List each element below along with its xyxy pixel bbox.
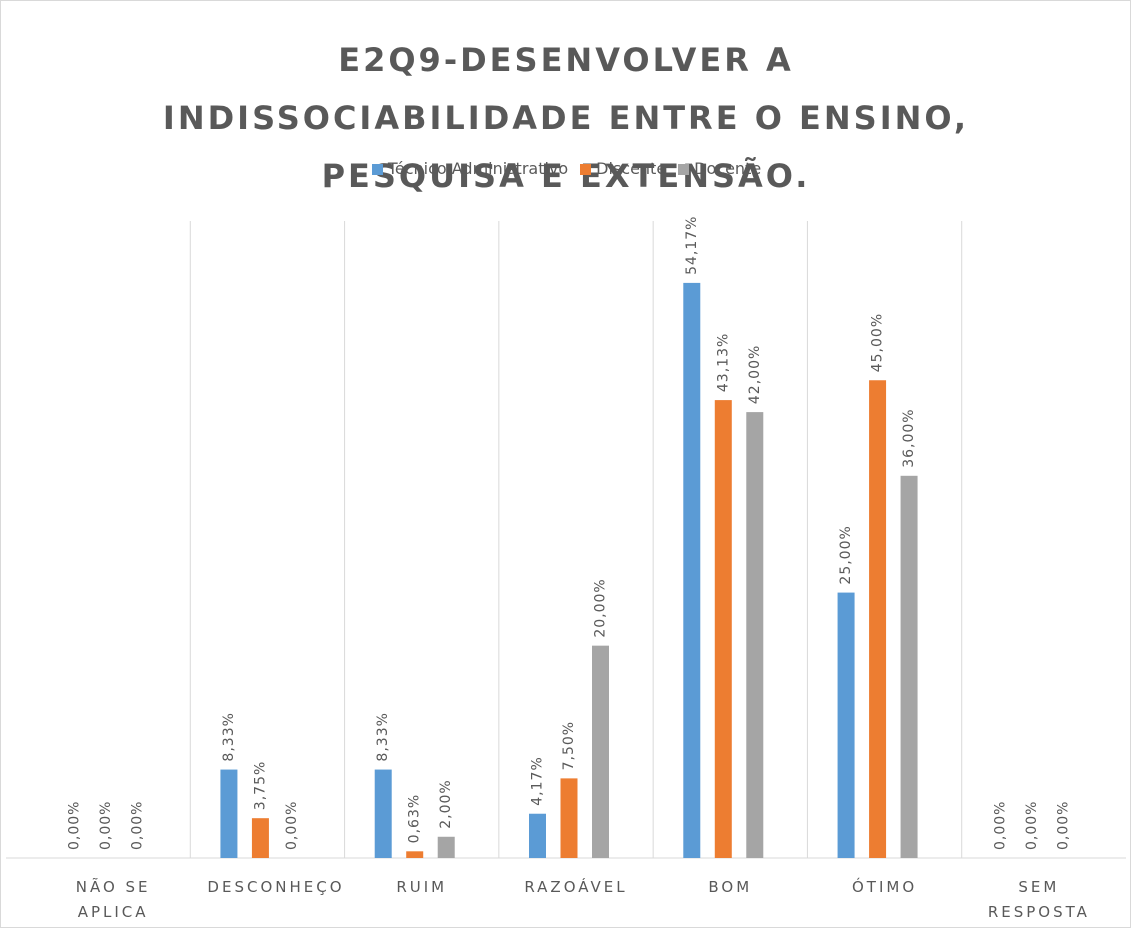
value-label: 45,00% [870, 313, 886, 372]
value-label: 54,17% [684, 216, 700, 275]
value-label: 0,00% [1024, 801, 1040, 850]
x-tick-label: NÃO SE APLICA [75, 878, 151, 921]
legend-item: Docente [678, 159, 761, 178]
value-label: 4,17% [530, 756, 546, 805]
bar [251, 818, 269, 858]
legend: Técnico Administrativo Discente Docente [1, 159, 1130, 178]
x-tick-label: ÓTIMO [851, 878, 918, 896]
x-tick-label: SEM RESPOSTA [987, 878, 1090, 921]
legend-item: Discente [580, 159, 666, 178]
x-tick-label: DESCONHEÇO [207, 878, 345, 896]
bar [837, 592, 855, 858]
value-label: 0,00% [992, 801, 1008, 850]
bar [746, 412, 764, 858]
bar [714, 400, 732, 858]
value-label: 43,13% [715, 333, 731, 392]
legend-swatch [580, 164, 592, 175]
x-tick-label: RAZOÁVEL [524, 878, 628, 896]
value-label: 8,33% [375, 712, 391, 761]
value-label: 0,00% [1055, 801, 1071, 850]
value-label: 25,00% [838, 525, 854, 584]
bar [406, 851, 424, 858]
value-label: 20,00% [593, 578, 609, 637]
bar [529, 813, 546, 858]
bar [220, 769, 238, 858]
x-tick-label: BOM [708, 878, 753, 896]
chart-title: E2Q9-DESENVOLVER A INDISSOCIABILIDADE EN… [162, 41, 970, 195]
value-label: 7,50% [561, 721, 577, 770]
value-label: 0,00% [67, 801, 83, 850]
x-tick-label: RUIM [396, 878, 448, 896]
legend-label: Discente [596, 159, 667, 178]
legend-label: Técnico Administrativo [387, 159, 569, 178]
bar [437, 836, 455, 858]
bar [683, 282, 701, 859]
bar [869, 380, 887, 858]
legend-swatch [678, 164, 690, 175]
legend-label: Docente [694, 159, 762, 178]
legend-item: Técnico Administrativo [371, 159, 569, 178]
legend-swatch [371, 164, 383, 175]
value-label: 0,63% [407, 794, 423, 843]
value-label: 36,00% [901, 408, 917, 467]
value-label: 0,00% [284, 801, 300, 850]
value-label: 8,33% [221, 712, 237, 761]
value-label: 42,00% [747, 345, 763, 404]
value-label: 0,00% [130, 801, 146, 850]
bar [592, 645, 609, 858]
value-label: 2,00% [438, 779, 454, 828]
bar [900, 475, 918, 858]
value-label: 3,75% [252, 761, 268, 810]
bar [374, 769, 392, 858]
value-label: 0,00% [98, 801, 114, 850]
bar [560, 778, 578, 858]
